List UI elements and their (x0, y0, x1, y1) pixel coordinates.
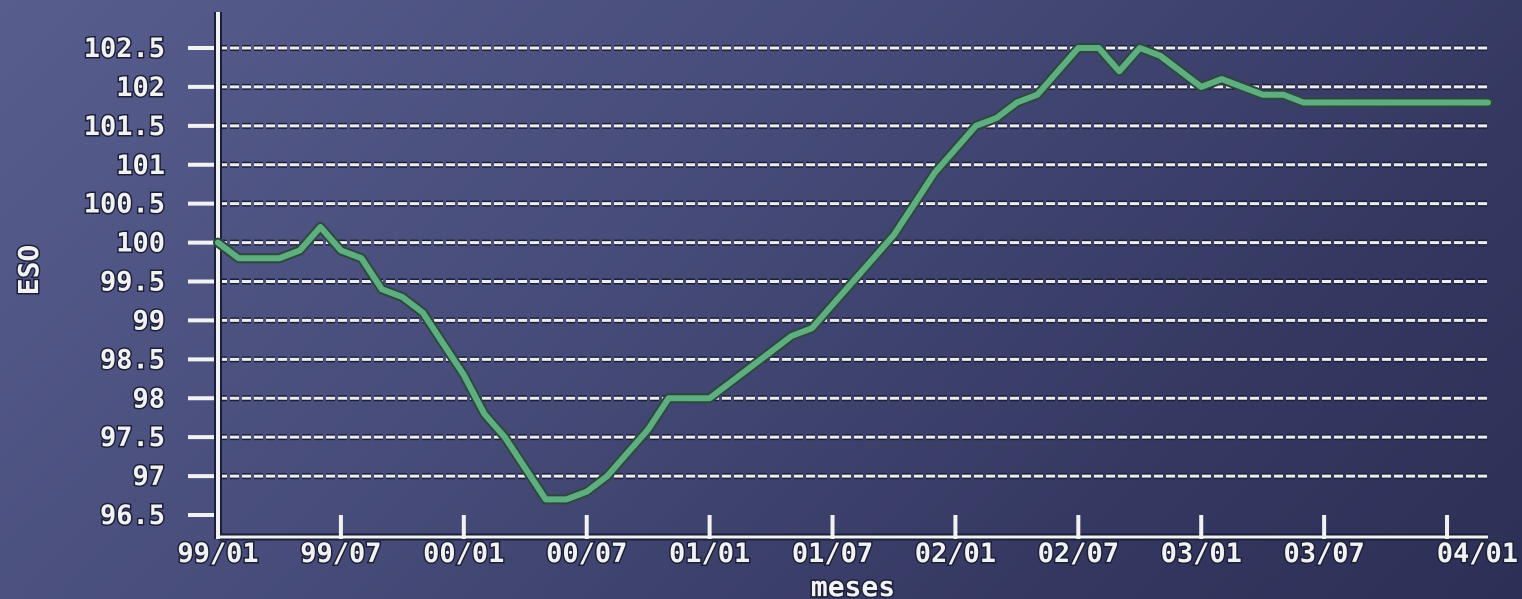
data-point-0-58 (1404, 100, 1409, 105)
series-line-0 (215, 45, 1491, 503)
data-point-0-54 (1322, 100, 1327, 105)
data-point-0-29 (810, 326, 815, 331)
data-point-0-12 (461, 372, 466, 377)
data-point-0-50 (1240, 84, 1245, 89)
data-point-0-4 (297, 248, 302, 253)
x-tick-label-9: 03/07 (1283, 538, 1364, 569)
data-point-0-57 (1383, 100, 1388, 105)
data-point-0-60 (1445, 100, 1450, 105)
y-tick-label-2: 97.5 (100, 422, 165, 453)
data-point-0-22 (666, 396, 671, 401)
data-point-0-52 (1281, 92, 1286, 97)
label-layer: ESO meses (11, 243, 897, 599)
data-point-0-1 (236, 256, 241, 261)
data-point-0-27 (769, 349, 774, 354)
data-point-0-49 (1219, 77, 1224, 82)
data-point-0-11 (441, 341, 446, 346)
x-tick-label-10: 04/01 (1437, 538, 1518, 569)
data-point-0-39 (1014, 100, 1019, 105)
data-point-0-36 (953, 147, 958, 152)
data-point-0-25 (728, 380, 733, 385)
series-layer (213, 43, 1493, 505)
data-point-0-40 (1035, 92, 1040, 97)
data-point-0-17 (564, 497, 569, 502)
data-point-0-34 (912, 201, 917, 206)
y-tick-label-8: 100.5 (84, 189, 165, 220)
x-tick-label-8: 03/01 (1161, 538, 1242, 569)
y-axis-label: ESO (12, 245, 45, 296)
data-point-0-48 (1199, 84, 1204, 89)
data-point-0-41 (1055, 69, 1060, 74)
data-point-0-9 (400, 295, 405, 300)
data-point-0-32 (871, 256, 876, 261)
data-point-0-33 (891, 232, 896, 237)
grid-layer (218, 45, 1488, 480)
data-point-0-56 (1363, 100, 1368, 105)
data-point-0-6 (338, 248, 343, 253)
x-tick-label-4: 01/01 (669, 538, 750, 569)
y-tick-label-3: 98 (132, 383, 165, 414)
data-point-0-47 (1178, 69, 1183, 74)
data-point-0-59 (1424, 100, 1429, 105)
data-point-0-44 (1117, 69, 1122, 74)
data-point-0-28 (789, 333, 794, 338)
data-point-0-38 (994, 116, 999, 121)
x-tick-label-1: 99/07 (300, 538, 381, 569)
data-point-0-8 (379, 287, 384, 292)
x-tick-label-3: 00/07 (546, 538, 627, 569)
y-tick-label-10: 101.5 (84, 111, 165, 142)
data-point-0-31 (851, 279, 855, 284)
x-tick-label-0: 99/01 (177, 538, 258, 569)
x-tick-label-6: 02/01 (915, 538, 996, 569)
data-point-0-0 (216, 240, 220, 245)
data-point-0-46 (1158, 53, 1163, 58)
data-point-0-7 (359, 256, 364, 261)
data-point-0-24 (707, 396, 712, 401)
y-tick-label-5: 99 (132, 305, 165, 336)
data-point-0-10 (420, 310, 425, 315)
x-tick-label-7: 02/07 (1038, 538, 1119, 569)
y-tick-label-11: 102 (116, 72, 165, 103)
data-point-0-23 (687, 396, 692, 401)
data-point-0-61 (1465, 100, 1470, 105)
data-point-0-13 (482, 411, 487, 416)
data-point-0-15 (523, 466, 528, 471)
data-point-0-37 (973, 123, 978, 128)
data-point-0-5 (318, 225, 323, 230)
y-tick-label-12: 102.5 (84, 33, 165, 64)
data-point-0-26 (748, 365, 753, 370)
y-tick-label-4: 98.5 (100, 344, 165, 375)
y-tick-label-9: 101 (116, 150, 165, 181)
data-point-0-16 (543, 497, 548, 502)
data-point-0-14 (502, 435, 507, 440)
data-point-0-21 (646, 427, 651, 432)
data-point-0-55 (1342, 100, 1347, 105)
y-tick-label-6: 99.5 (100, 267, 165, 298)
x-tick-label-2: 00/01 (423, 538, 504, 569)
y-tick-label-1: 97 (132, 461, 165, 492)
data-point-0-2 (256, 256, 261, 261)
y-tick-label-0: 96.5 (100, 500, 165, 531)
data-point-0-3 (277, 256, 282, 261)
data-point-0-30 (830, 302, 835, 307)
data-point-0-45 (1137, 46, 1142, 50)
axis-layer: 96.5 97 97.5 98 98.5 99 99.5 100 100.5 101 101.5 10… (82, 12, 1520, 571)
data-point-0-19 (605, 474, 610, 479)
data-point-0-42 (1076, 46, 1081, 50)
data-point-0-18 (584, 489, 589, 494)
data-point-0-53 (1301, 100, 1306, 105)
data-point-0-43 (1096, 46, 1101, 50)
data-point-0-35 (932, 170, 937, 175)
data-point-0-20 (625, 450, 630, 455)
x-tick-label-5: 01/07 (792, 538, 873, 569)
y-tick-label-7: 100 (116, 228, 165, 259)
series-line-shadow-0 (213, 43, 1493, 505)
x-axis-label: meses (811, 570, 895, 599)
data-point-0-51 (1260, 92, 1265, 97)
data-point-0-62 (1486, 100, 1490, 105)
